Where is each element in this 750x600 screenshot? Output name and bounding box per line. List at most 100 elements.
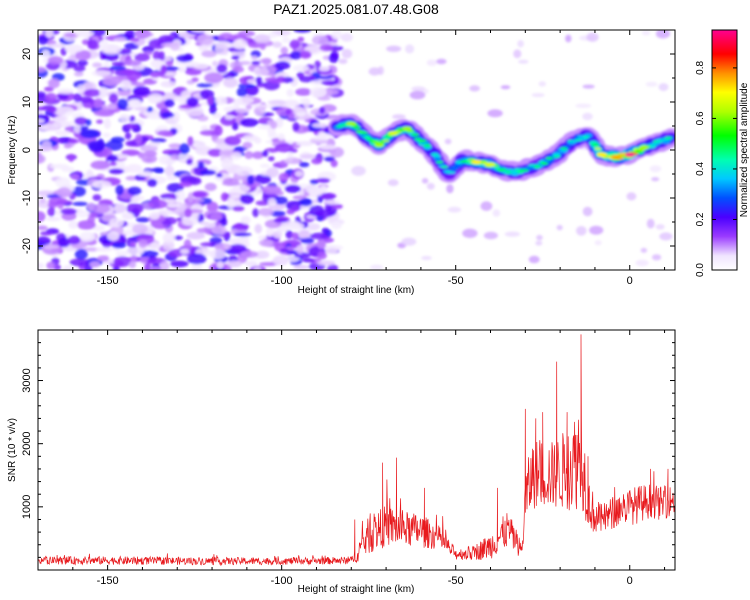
noise-blob (284, 220, 300, 227)
ridge-cell (509, 170, 517, 173)
noise-blob (121, 149, 140, 156)
noise-blob (186, 158, 193, 165)
noise-blob (71, 186, 86, 197)
noise-blob (228, 244, 247, 253)
noise-blob (219, 149, 234, 157)
noise-blob (254, 223, 263, 234)
noise-blob (38, 66, 47, 73)
noise-blob (47, 56, 64, 65)
noise-blob (38, 225, 48, 231)
noise-blob (275, 117, 284, 128)
snr-x-tick-label: 0 (627, 575, 633, 587)
noise-blob (227, 260, 242, 268)
noise-blob (646, 218, 655, 229)
noise-blob (227, 198, 235, 209)
noise-blob (307, 223, 321, 231)
noise-blob (655, 224, 665, 230)
noise-blob (38, 36, 49, 45)
noise-blob (500, 85, 511, 90)
ridge-cell (355, 130, 364, 133)
noise-blob (92, 194, 102, 201)
noise-blob (311, 35, 329, 45)
noise-blob (447, 206, 462, 213)
noise-blob (160, 92, 178, 103)
noise-blob (311, 157, 323, 165)
noise-blob (162, 232, 176, 244)
noise-blob (134, 53, 150, 62)
noise-blob (62, 265, 74, 270)
noise-blob (292, 122, 300, 132)
ridge-cell (360, 131, 369, 135)
ridge-cell (435, 160, 444, 164)
noise-blob (111, 241, 127, 249)
noise-blob (216, 261, 224, 270)
noise-blob (150, 71, 161, 78)
noise-blob (46, 261, 56, 270)
noise-blob (73, 124, 81, 134)
noise-blob (272, 230, 283, 239)
noise-blob (251, 55, 258, 61)
noise-blob (206, 201, 219, 212)
noise-blob (234, 232, 252, 237)
ridge-cell (574, 138, 583, 142)
noise-blob (659, 232, 673, 241)
noise-blob (91, 70, 112, 77)
noise-blob (147, 93, 163, 104)
noise-blob (186, 97, 199, 107)
noise-blob (221, 158, 234, 168)
noise-blob (192, 141, 207, 149)
noise-blob (285, 230, 293, 239)
noise-blob (318, 66, 330, 72)
noise-blob (79, 231, 96, 242)
noise-blob (315, 177, 331, 183)
noise-blob (274, 143, 294, 153)
noise-blob (39, 231, 53, 236)
noise-blob (178, 143, 190, 155)
noise-blob (206, 96, 214, 106)
noise-blob (221, 217, 228, 227)
noise-blob (95, 247, 113, 252)
noise-blob (293, 30, 311, 33)
noise-blob (148, 38, 167, 49)
spectrogram-y-label: Frequency (Hz) (7, 116, 18, 185)
colorbar-tick-label: 0.0 (695, 263, 706, 277)
noise-blob (92, 203, 111, 214)
noise-blob (340, 33, 353, 42)
noise-blob (582, 206, 593, 217)
noise-blob (328, 53, 339, 64)
noise-blob (224, 115, 234, 120)
noise-blob (324, 199, 340, 205)
snr-y-tick-label: 3000 (21, 368, 33, 392)
noise-blob (110, 136, 125, 143)
noise-blob (207, 148, 223, 157)
noise-blob (109, 217, 124, 228)
ridge-cell (450, 165, 459, 171)
noise-blob (232, 39, 248, 50)
colorbar-label: Normalized spectral amplitude (739, 82, 750, 217)
spectrogram-y-tick-label: -20 (21, 238, 33, 254)
ridge-peak (471, 159, 482, 165)
noise-blob (182, 217, 199, 226)
noise-blob (179, 248, 190, 255)
noise-blob (74, 30, 94, 38)
noise-blob (162, 240, 175, 251)
noise-blob (290, 51, 302, 60)
ridge-cell (560, 147, 568, 150)
noise-blob (586, 32, 599, 42)
noise-blob (240, 118, 259, 127)
noise-blob (582, 112, 593, 121)
noise-blob (83, 247, 100, 252)
spectrogram-x-tick-label: -100 (271, 275, 293, 287)
colorbar-tick-label: 0.6 (695, 111, 706, 125)
noise-blob (157, 130, 173, 137)
snr-frame (37, 329, 676, 571)
noise-blob (39, 123, 60, 132)
noise-blob (67, 235, 81, 245)
noise-blob (178, 152, 189, 163)
snr-y-label: SNR (10 * v/v) (7, 418, 18, 482)
noise-blob (370, 264, 383, 270)
noise-blob (318, 106, 326, 114)
noise-blob (311, 122, 328, 128)
noise-blob (128, 115, 136, 122)
noise-blob (209, 104, 217, 115)
